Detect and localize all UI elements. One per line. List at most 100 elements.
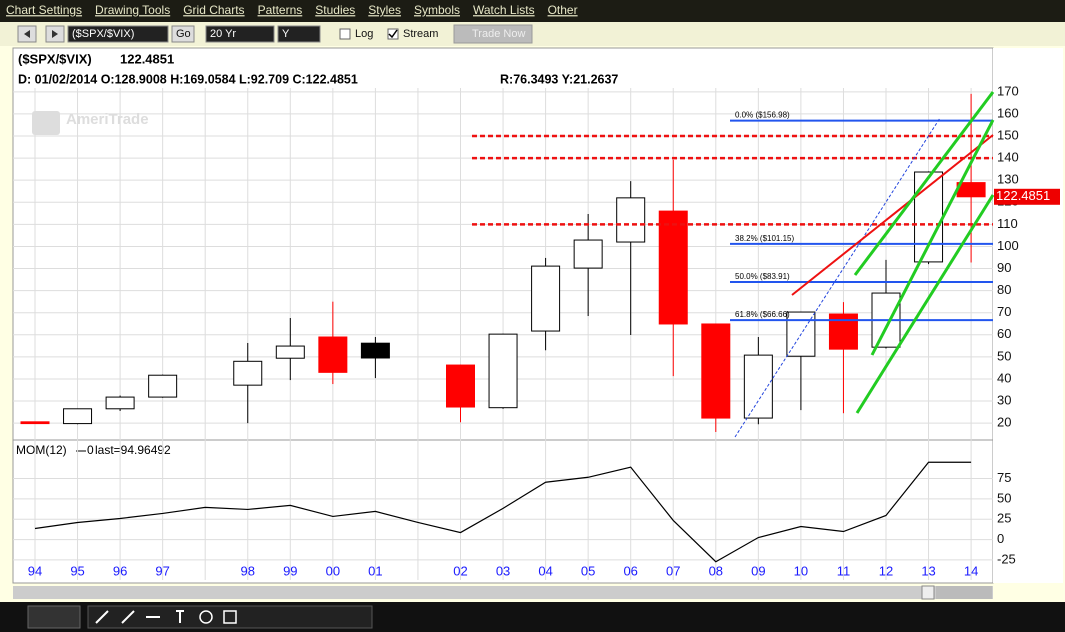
trend-line bbox=[855, 194, 995, 414]
y-tick-label: -25 bbox=[997, 551, 1016, 566]
candle-body bbox=[105, 396, 135, 410]
y-tick-label: 50 bbox=[997, 490, 1011, 505]
trend-line bbox=[734, 117, 941, 438]
trade-now-label: Trade Now bbox=[472, 28, 525, 40]
fib-label: 38.2% ($101.15) bbox=[735, 234, 794, 243]
period-select[interactable] bbox=[205, 25, 275, 43]
y-tick-label: 130 bbox=[997, 172, 1019, 187]
y-tick-label: 140 bbox=[997, 150, 1019, 165]
mom-last-label: last=94.96492 bbox=[95, 443, 171, 457]
x-tick-label: 14 bbox=[964, 563, 978, 578]
candle-body bbox=[63, 408, 93, 425]
candle-body bbox=[616, 197, 646, 243]
y-tick-label: 25 bbox=[997, 511, 1011, 526]
candle-body bbox=[446, 364, 475, 408]
cursor-tools[interactable] bbox=[27, 605, 81, 629]
y-tick-label: 100 bbox=[997, 238, 1019, 253]
last-price-badge bbox=[994, 188, 1060, 205]
x-tick-label: 11 bbox=[837, 563, 851, 578]
candle-body bbox=[531, 265, 561, 332]
interval-text: Y bbox=[282, 28, 290, 40]
menu-item[interactable]: Watch Lists bbox=[473, 3, 535, 17]
candle-body bbox=[658, 210, 688, 325]
candle-body bbox=[275, 345, 305, 359]
ohlc-readout: D: 01/02/2014 O:128.9008 H:169.0584 L:92… bbox=[18, 72, 358, 86]
y-tick-label: 150 bbox=[997, 127, 1019, 142]
go-label: Go bbox=[176, 28, 191, 40]
x-tick-label: 05 bbox=[581, 563, 595, 578]
zoom-controls[interactable] bbox=[936, 586, 992, 599]
watermark-logo bbox=[32, 111, 60, 135]
menu-item[interactable]: Patterns bbox=[258, 3, 303, 17]
y-tick-label: 0 bbox=[997, 531, 1004, 546]
ry-readout: R:76.3493 Y:21.2637 bbox=[500, 72, 618, 86]
rect-tool[interactable] bbox=[223, 610, 237, 624]
mom-title: MOM(12) bbox=[16, 443, 67, 457]
watermark: AmeriTrade bbox=[66, 111, 149, 128]
y-tick-label: 60 bbox=[997, 326, 1011, 341]
x-tick-label: 98 bbox=[241, 563, 255, 578]
period-text: 20 Yr bbox=[210, 28, 236, 40]
drawings: 0.0% ($156.98) 38.2% ($101.15) 50.0% ($83.… bbox=[13, 88, 995, 580]
symbol-input[interactable] bbox=[67, 25, 169, 43]
x-tick-label: 10 bbox=[794, 563, 808, 578]
menu-item[interactable]: Drawing Tools bbox=[95, 3, 170, 17]
menu-bar bbox=[0, 0, 1065, 22]
menu-item[interactable]: Grid Charts bbox=[183, 3, 244, 17]
candle-body bbox=[148, 374, 178, 398]
scrollbar[interactable] bbox=[13, 586, 993, 599]
stream-checkbox[interactable] bbox=[387, 28, 399, 40]
candle-body bbox=[743, 354, 773, 419]
x-tick-label: 94 bbox=[28, 563, 42, 578]
fib-label: 61.8% ($66.66) bbox=[735, 310, 790, 319]
x-tick-label: 06 bbox=[623, 563, 637, 578]
candle-body bbox=[573, 239, 603, 269]
x-tick-label: 97 bbox=[155, 563, 169, 578]
trade-now-button[interactable] bbox=[453, 24, 533, 44]
menu-item[interactable]: Other bbox=[548, 3, 578, 17]
back-icon bbox=[24, 30, 30, 38]
candle-body bbox=[233, 360, 263, 386]
x-tick-label: 09 bbox=[751, 563, 765, 578]
menu-item[interactable]: Studies bbox=[315, 3, 355, 17]
ellipse-tool[interactable] bbox=[199, 610, 213, 624]
x-tick-label: 07 bbox=[666, 563, 680, 578]
forward-icon bbox=[52, 30, 58, 38]
trend-line bbox=[853, 91, 995, 276]
y-tick-label: 110 bbox=[997, 216, 1018, 231]
mom-zero-label: 0 bbox=[87, 443, 94, 457]
menu-item[interactable]: Chart Settings bbox=[6, 3, 82, 17]
log-label: Log bbox=[355, 28, 373, 40]
menu-item[interactable]: Styles bbox=[368, 3, 401, 17]
candle-body bbox=[360, 342, 390, 359]
stream-label: Stream bbox=[403, 28, 438, 40]
y-tick-label: 20 bbox=[997, 415, 1011, 430]
x-tick-label: 12 bbox=[879, 563, 893, 578]
scroll-right[interactable] bbox=[921, 585, 935, 600]
y-tick-label: 75 bbox=[997, 470, 1011, 485]
trend-line bbox=[791, 134, 994, 296]
y-tick-label: 170 bbox=[997, 83, 1019, 98]
x-tick-label: 04 bbox=[538, 563, 552, 578]
candle-body bbox=[20, 421, 50, 425]
candle-body bbox=[488, 333, 518, 409]
x-tick-label: 03 bbox=[496, 563, 510, 578]
symbol-price: 122.4851 bbox=[120, 51, 174, 66]
go-button[interactable] bbox=[171, 25, 195, 43]
log-checkbox[interactable] bbox=[339, 28, 351, 40]
x-tick-label: 95 bbox=[70, 563, 84, 578]
candle-body bbox=[701, 323, 731, 419]
y-tick-label: 90 bbox=[997, 260, 1011, 275]
x-tick-label: 02 bbox=[453, 563, 467, 578]
menu-item[interactable]: Symbols bbox=[414, 3, 460, 17]
price-axis-panel bbox=[993, 48, 1063, 583]
y-tick-label: 50 bbox=[997, 348, 1011, 363]
drawing-tools[interactable] bbox=[87, 605, 373, 629]
x-tick-label: 00 bbox=[326, 563, 340, 578]
interval-select[interactable] bbox=[277, 25, 321, 43]
symbol-input-text: ($SPX/$VIX) bbox=[72, 28, 134, 40]
check-mark bbox=[388, 29, 398, 39]
y-tick-label: 160 bbox=[997, 105, 1019, 120]
candle-body bbox=[318, 336, 348, 373]
